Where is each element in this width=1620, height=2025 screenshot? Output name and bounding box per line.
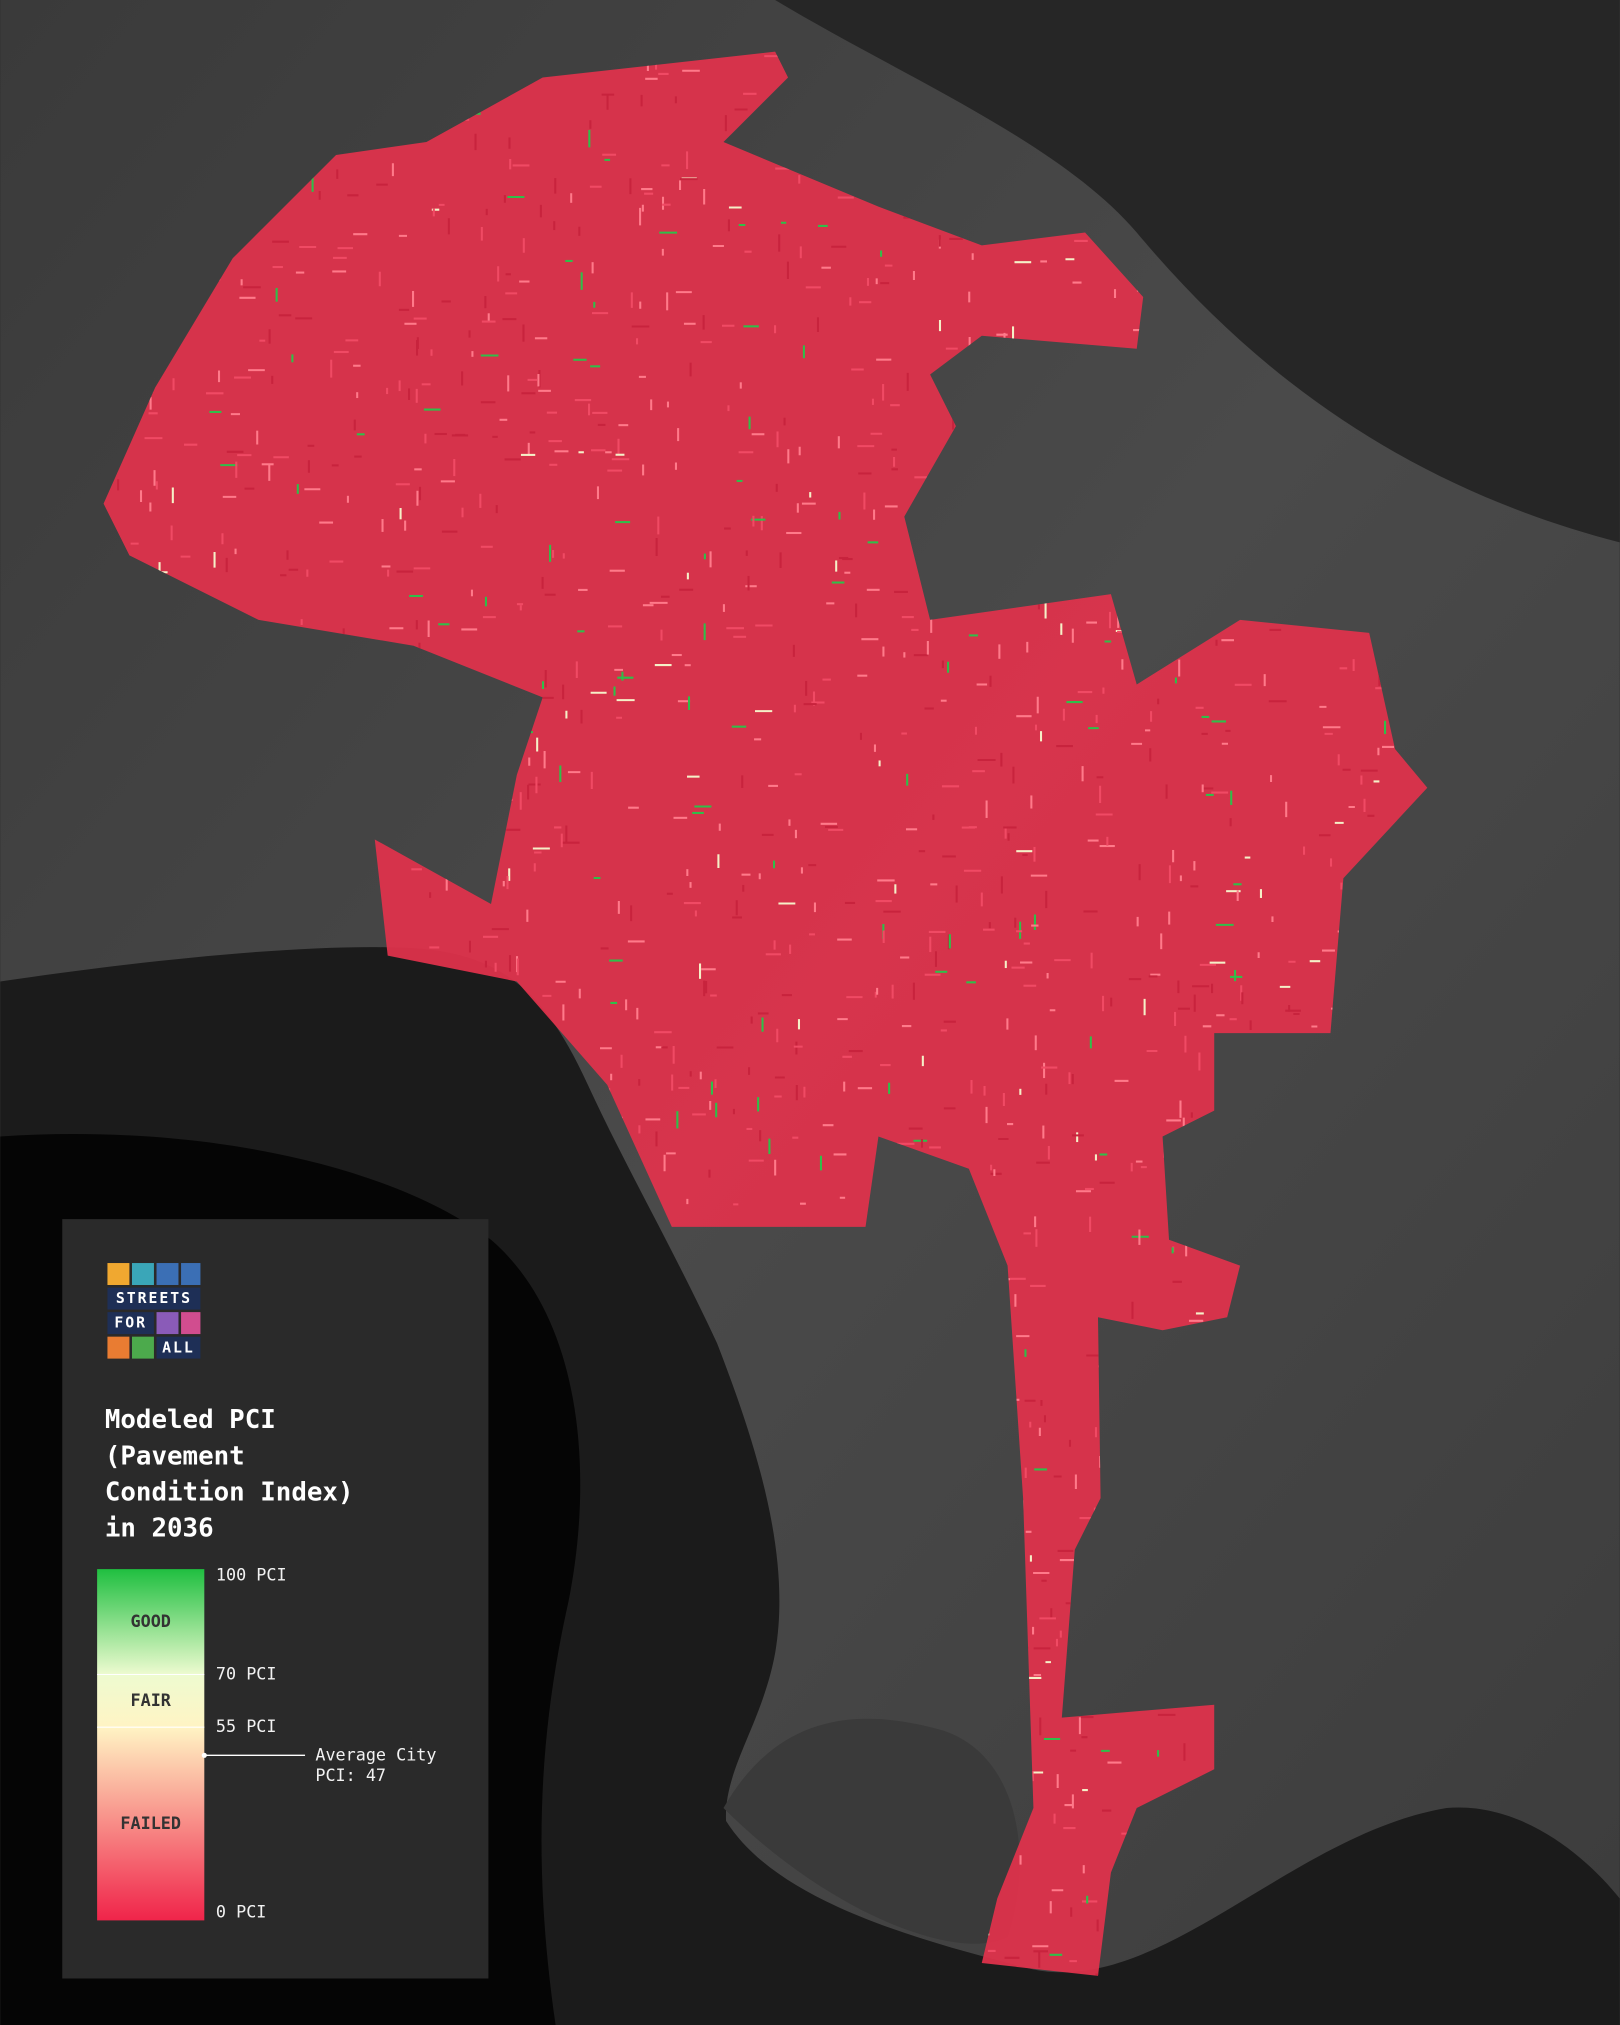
logo-icon xyxy=(156,1263,179,1285)
band-label: FAIR xyxy=(131,1690,172,1710)
band-label: FAILED xyxy=(120,1813,181,1833)
average-label: Average City xyxy=(315,1744,436,1764)
logo-icon xyxy=(131,1263,154,1285)
logo-text: FOR xyxy=(114,1314,147,1332)
tick-label: 55 PCI xyxy=(216,1716,277,1736)
logo-icon xyxy=(181,1312,201,1335)
tick-label: 0 PCI xyxy=(216,1902,266,1922)
logo-icon xyxy=(107,1336,130,1359)
logo-row xyxy=(107,1287,201,1310)
logo-row xyxy=(107,1312,154,1335)
logo-icon xyxy=(107,1263,130,1285)
logo-row xyxy=(156,1336,201,1359)
logo-text: ALL xyxy=(162,1338,195,1356)
logo-text: STREETS xyxy=(116,1289,192,1307)
scale-bar xyxy=(97,1569,205,1921)
logo-icon xyxy=(181,1263,201,1285)
average-label: PCI: 47 xyxy=(315,1765,386,1785)
tick-label: 100 PCI xyxy=(216,1565,287,1585)
logo: STREETS FOR ALL xyxy=(107,1263,201,1359)
legend-title: in 2036 xyxy=(105,1514,214,1544)
legend-title: (Pavement xyxy=(105,1441,245,1471)
average-dot xyxy=(201,1752,207,1758)
band-label: GOOD xyxy=(131,1611,171,1631)
mountains xyxy=(775,0,1620,543)
tick-label: 70 PCI xyxy=(216,1663,277,1683)
logo-icon xyxy=(131,1336,154,1359)
legend-title: Condition Index) xyxy=(105,1477,354,1507)
peninsula xyxy=(723,1718,1020,1944)
pci-scale: 100 PCI 70 PCI 55 PCI 0 PCI GOOD FAIR FAILED Av… xyxy=(97,1565,437,1922)
legend: STREETS FOR ALL 100 PCI 70 PCI 55 PCI 0 PCI… xyxy=(62,1219,489,1979)
legend-title: Modeled PCI xyxy=(105,1405,276,1435)
logo-icon xyxy=(156,1312,179,1335)
